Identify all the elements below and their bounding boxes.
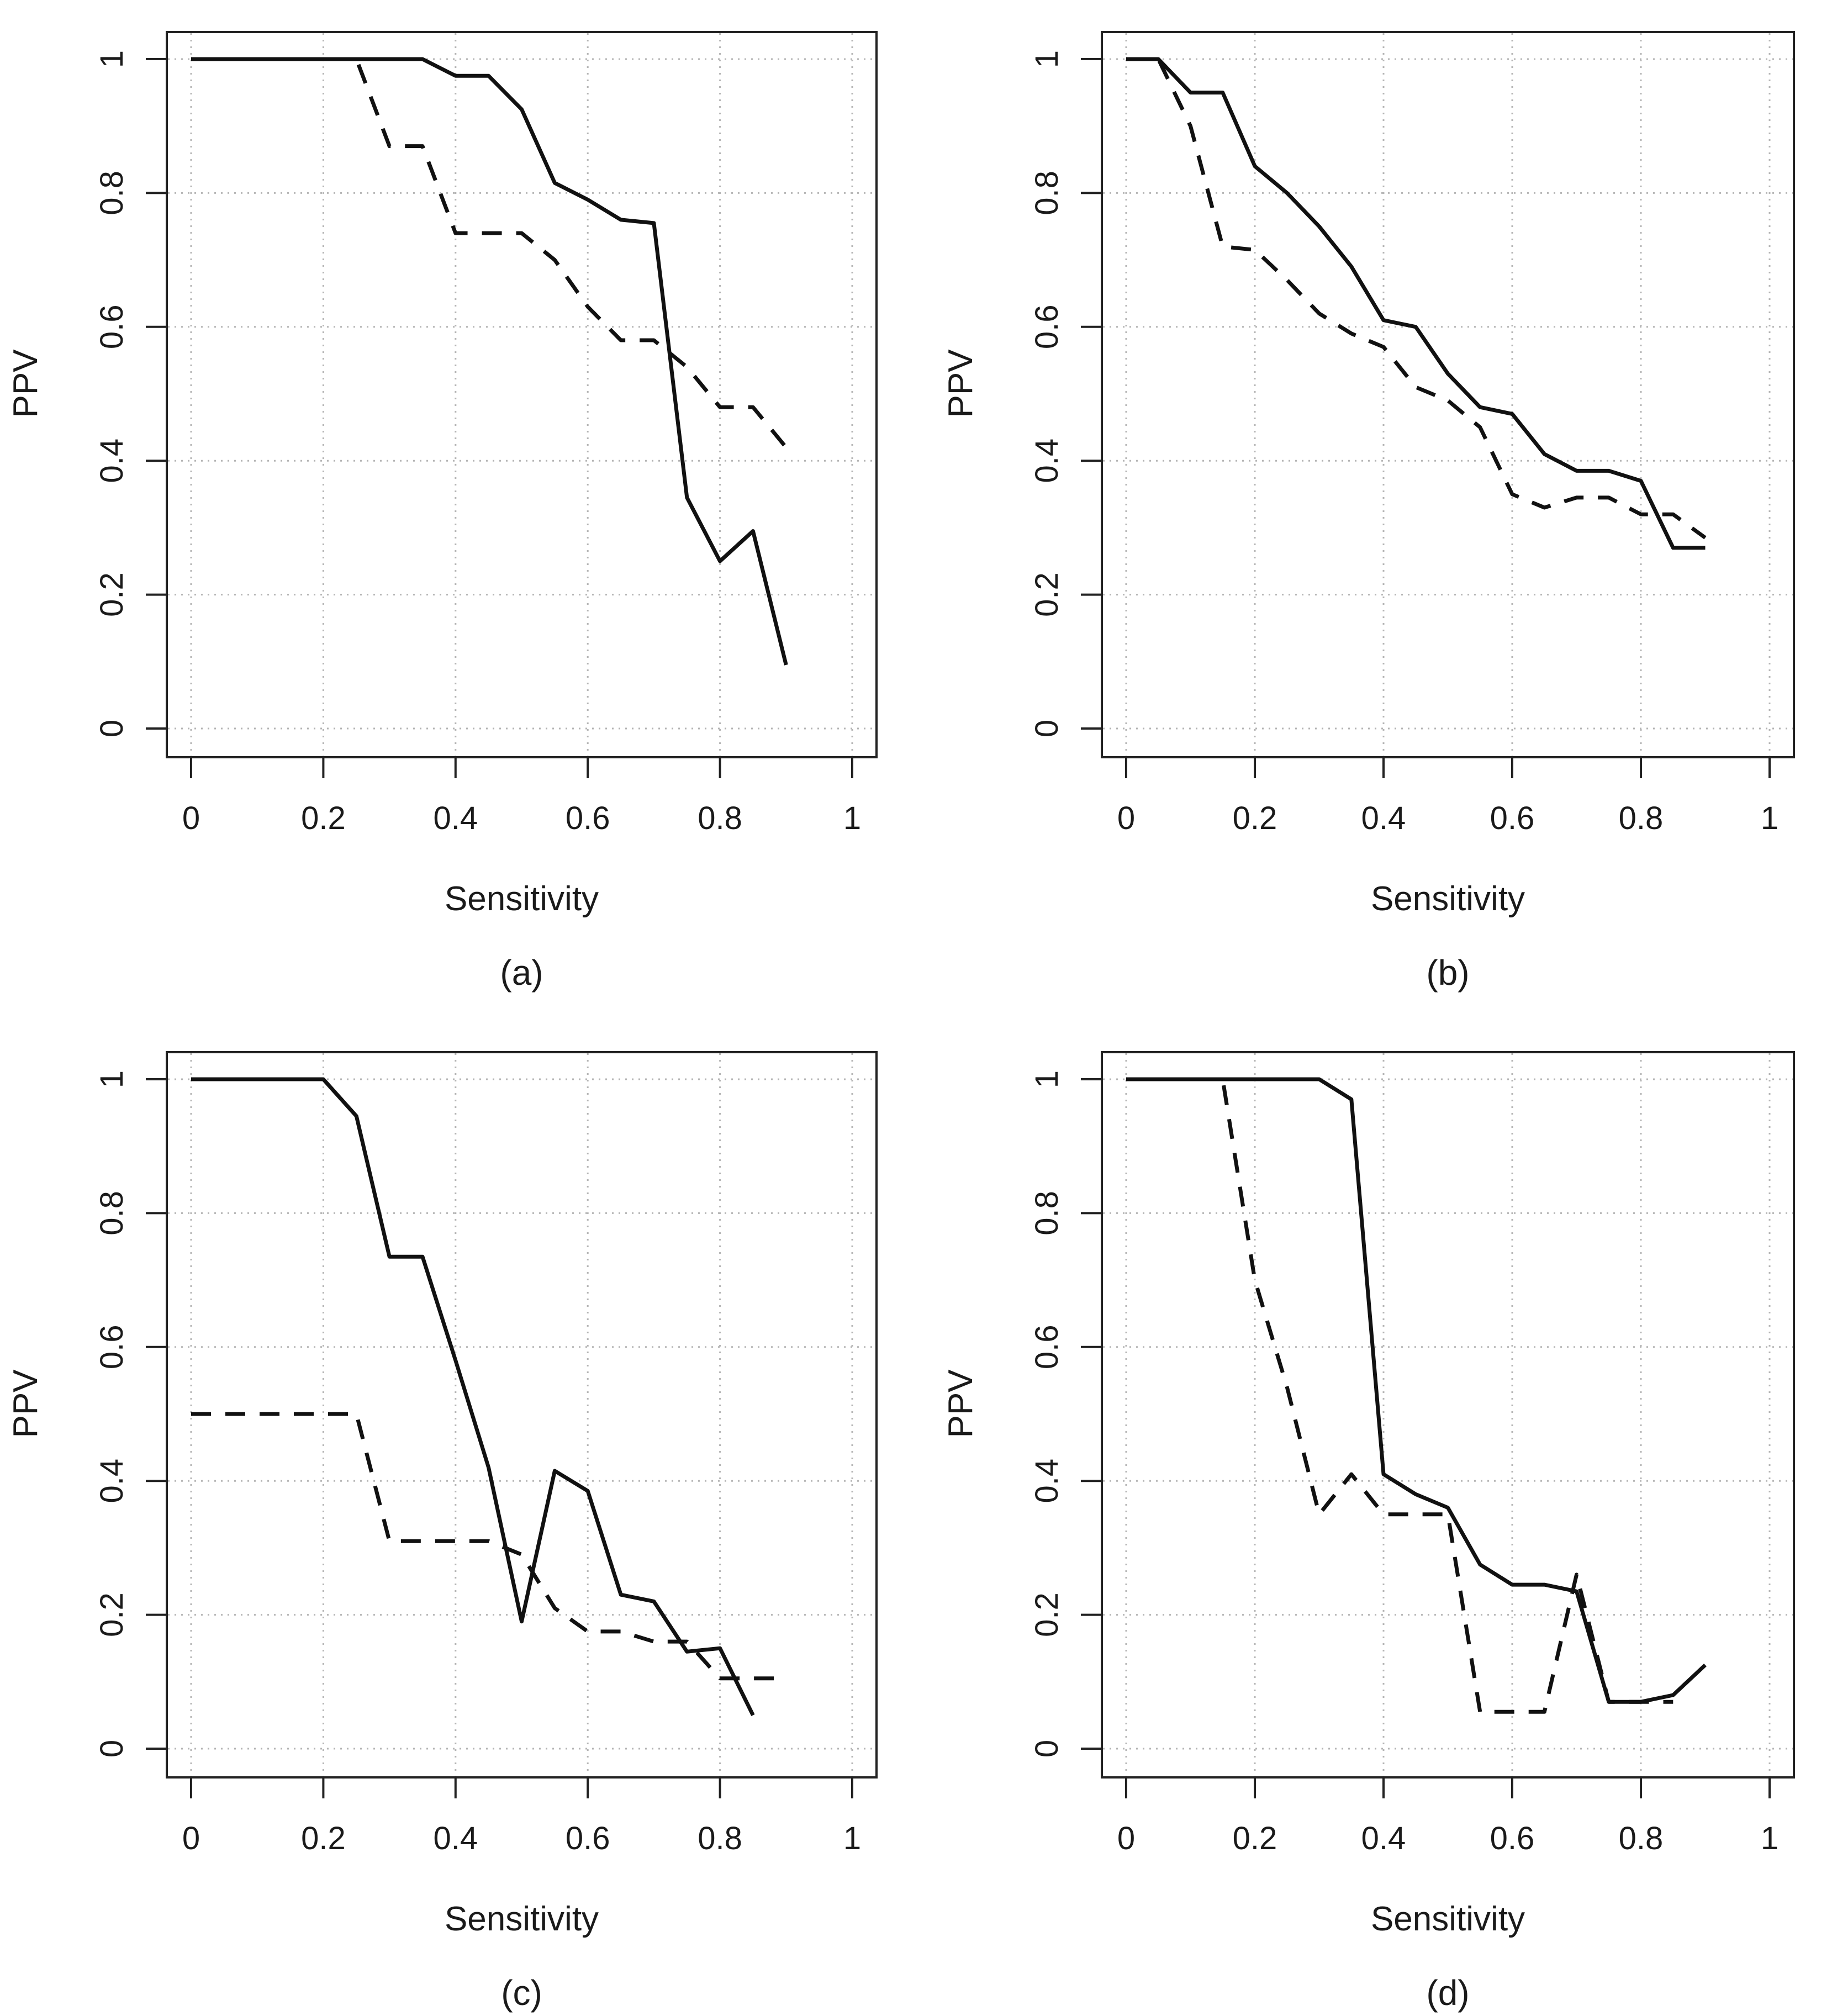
y-tick-label: 0.2 [94,572,130,617]
x-tick-label: 0.4 [433,1820,478,1856]
panel-d: 0 0.2 0.4 0.6 0.8 1 0 0.2 0.4 0.6 0.8 1 Sensitivity P… [942,1051,1795,2013]
panel-b: 0 0.2 0.4 0.6 0.8 1 0 0.2 0.4 0.6 0.8 1 Sensitivity P… [942,31,1795,993]
series-line-dashed [191,57,788,449]
panel-caption: (d) [1426,1973,1469,2013]
y-tick-label: 0 [1029,1740,1065,1758]
y-tick-label: 0.4 [1029,439,1065,483]
y-tick-label: 1 [1029,50,1065,68]
y-tick-label: 0.8 [94,1191,130,1236]
panel-caption: (c) [501,1973,542,2013]
series-line-solid [191,57,788,666]
y-tick-label: 0 [1029,720,1065,737]
x-tick-label: 0.6 [566,800,610,836]
x-tick-label: 0.6 [1490,1820,1535,1856]
x-tick-label: 0.6 [1490,800,1535,836]
x-tick-label: 0.8 [698,1820,742,1856]
x-tick-label: 0.2 [1233,1820,1277,1856]
y-tick-label: 0.4 [94,1459,130,1503]
y-tick-label: 0.4 [1029,1459,1065,1503]
panel-c: 0 0.2 0.4 0.6 0.8 1 0 0.2 0.4 0.6 0.8 1 Sensitivity P… [7,1051,878,2013]
x-tick-label: 0.2 [1233,800,1277,836]
y-tick-label: 0.6 [94,1324,130,1369]
x-axis-label: Sensitivity [1371,1900,1525,1938]
y-axis-label: PPV [942,1369,980,1438]
x-tick-label: 0.4 [433,800,478,836]
y-tick-label: 1 [94,50,130,68]
plot-frame [1101,31,1795,758]
series-line-dashed [1126,57,1707,540]
x-axis-label: Sensitivity [1371,880,1525,918]
x-tick-label: 0 [1117,1820,1135,1856]
x-tick-label: 1 [843,1820,861,1856]
x-tick-label: 1 [1761,1820,1778,1856]
series-line-solid [191,1077,755,1716]
series-line-dashed [1126,1077,1673,1714]
y-tick-label: 1 [94,1070,130,1088]
y-tick-label: 0.8 [1029,171,1065,215]
y-tick-label: 1 [1029,1070,1065,1088]
y-tick-label: 0.2 [1029,572,1065,617]
y-tick-label: 0.6 [1029,1324,1065,1369]
x-tick-label: 0.8 [1619,1820,1664,1856]
x-tick-label: 0.8 [698,800,742,836]
panel-caption: (b) [1426,953,1469,993]
y-tick-label: 0 [94,1740,130,1758]
x-tick-label: 0.4 [1361,1820,1406,1856]
y-tick-label: 0.2 [1029,1592,1065,1637]
panel-a: 0 0.2 0.4 0.6 0.8 1 0 0.2 0.4 0.6 0.8 1 Sensitivity P… [7,31,878,993]
x-tick-label: 0 [1117,800,1135,836]
x-tick-label: 1 [843,800,861,836]
panel-caption: (a) [500,953,543,993]
x-tick-label: 0.2 [301,1820,346,1856]
x-tick-label: 0.2 [301,800,346,836]
series-line-solid [1126,57,1706,550]
y-tick-label: 0.6 [94,304,130,349]
y-tick-label: 0.8 [1029,1191,1065,1236]
x-tick-label: 0.6 [566,1820,610,1856]
y-tick-label: 0.2 [94,1592,130,1637]
y-axis-label: PPV [942,349,980,418]
y-tick-label: 0.6 [1029,304,1065,349]
y-tick-label: 0 [94,720,130,737]
y-axis-label: PPV [7,1369,45,1438]
plot-frame [166,1051,878,1778]
y-tick-label: 0.8 [94,171,130,215]
x-tick-label: 0.4 [1361,800,1406,836]
x-tick-label: 0 [182,800,200,836]
x-axis-label: Sensitivity [445,880,599,918]
series-line-dashed [191,1412,786,1681]
x-tick-label: 0.8 [1619,800,1664,836]
y-tick-label: 0.4 [94,439,130,483]
x-tick-label: 0 [182,1820,200,1856]
y-axis-label: PPV [7,349,45,418]
plot-frame [166,31,878,758]
x-tick-label: 1 [1761,800,1778,836]
x-axis-label: Sensitivity [445,1900,599,1938]
plot-frame [1101,1051,1795,1778]
